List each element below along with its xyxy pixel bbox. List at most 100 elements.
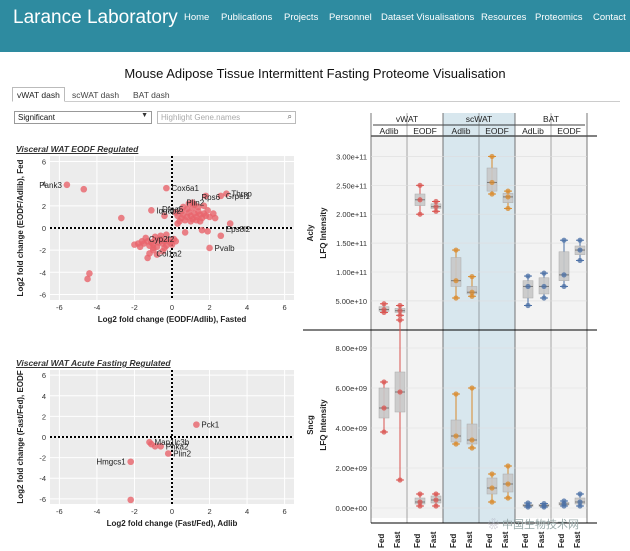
scatter2-point-label: Plin2	[173, 449, 191, 458]
scatter2-x-tick-label: 6	[283, 507, 287, 516]
scatter1-point	[168, 241, 176, 248]
box-point	[381, 429, 387, 435]
scatter1-point	[131, 241, 138, 248]
scatter1-y-tick-label: -6	[39, 290, 46, 299]
box-y-tick-label: 0.00e+00	[336, 504, 368, 513]
lfq-axis-label: LFQ Intensity	[319, 399, 328, 451]
scatter1-point	[151, 233, 159, 241]
scatter1-point-label: Cyp2f2	[149, 235, 175, 244]
significance-select[interactable]: Significant ▼	[14, 111, 152, 124]
box-y-tick-label: 3.00e+11	[336, 152, 367, 161]
scatter2-point	[151, 442, 159, 450]
scatter2-y-axis-label: Log2 fold change (Fast/Fed), EODF	[16, 370, 25, 503]
scatter2-point	[127, 458, 135, 466]
scatter1-point	[202, 192, 210, 200]
scatter1-point	[157, 232, 165, 240]
nav-contact[interactable]: Contact	[593, 12, 626, 23]
box-point	[561, 272, 567, 278]
nav-publications[interactable]: Publications	[221, 12, 273, 23]
scatter2-x-tick-label: 4	[245, 507, 249, 516]
scatter1-y-tick-label: 2	[42, 202, 46, 211]
box-point	[489, 499, 495, 505]
nav-personnel[interactable]: Personnel	[329, 12, 372, 23]
group-header: Adlib	[452, 126, 471, 136]
scatter1-point-label: Pank3	[39, 181, 62, 190]
box-point	[561, 283, 567, 290]
scatter2-x-tick-label: 0	[170, 507, 174, 516]
scatter1-point-label: Eps8l2	[226, 225, 251, 234]
box-point	[577, 237, 583, 243]
significance-select-value: Significant	[18, 113, 55, 122]
box-point	[453, 441, 459, 447]
scatter1-point	[204, 228, 211, 235]
scatter1-point	[163, 231, 170, 238]
page-title: Mouse Adipose Tissue Intermittent Fastin…	[124, 66, 506, 81]
scatter1-y-tick-label: 6	[42, 158, 46, 167]
scatter1-y-tick-label: -2	[39, 246, 46, 255]
scatter2-x-tick-label: -2	[131, 507, 138, 516]
scatter2-x-tick-label: 2	[207, 507, 211, 516]
box-point	[417, 491, 423, 497]
scatter1-y-tick-label: 0	[42, 224, 46, 233]
scatter1-point	[217, 192, 225, 200]
nav-dataset-visualisations[interactable]: Dataset Visualisations	[381, 12, 475, 23]
scatter2-point-label: Phka2	[166, 442, 189, 451]
scatter1-title: Visceral WAT EODF Regulated	[16, 144, 139, 154]
box-point	[577, 491, 583, 497]
protein-label-sncg: Sncg	[306, 415, 315, 435]
box-point	[453, 295, 459, 301]
box-point	[577, 247, 583, 253]
box-y-tick-label: 4.00e+09	[336, 424, 368, 433]
scatter2-x-axis-label: Log2 fold change (Fast/Fed), Adlib	[107, 519, 238, 528]
tab-bat-dash[interactable]: BAT dash	[133, 90, 170, 100]
scatter2-y-tick-label: -2	[39, 454, 46, 463]
scatter2-y-tick-label: 2	[42, 412, 46, 421]
scatter1-point	[118, 214, 125, 222]
group-header: EODF	[413, 126, 437, 136]
nav-projects[interactable]: Projects	[284, 12, 319, 23]
search-icon: ⌕	[287, 112, 292, 121]
box-body	[450, 257, 462, 287]
scatter2-point	[164, 450, 172, 457]
scatter2-y-tick-label: 4	[42, 392, 46, 401]
nav-proteomics[interactable]: Proteomics	[535, 12, 583, 23]
protein-label-acly: Acly	[306, 224, 315, 241]
scatter1-point	[63, 181, 71, 189]
condition-label: Fed	[377, 534, 386, 548]
scatter1-point	[80, 185, 88, 193]
site-brand[interactable]: Larance Laboratory	[13, 7, 178, 28]
scatter2-point	[157, 442, 165, 450]
box-point	[417, 211, 423, 217]
scatter2-point-label: Hmgcs1	[96, 458, 126, 467]
tab-scwat-dash[interactable]: scWAT dash	[72, 90, 120, 100]
scatter1-x-tick-label: 4	[245, 303, 249, 312]
box-y-tick-label: 2.50e+11	[336, 181, 367, 190]
scatter1-point	[153, 251, 161, 258]
scatter1-point	[226, 220, 234, 227]
highlight-gene-search[interactable]: Highlight Gene.names ⌕	[157, 111, 296, 124]
box-point	[397, 308, 403, 314]
box-body	[522, 280, 534, 299]
condition-label: Fed	[485, 534, 494, 548]
scatter1-y-axis-label: Log2 fold change (EODF/Adlib), Fed	[16, 159, 25, 296]
scatter1-x-tick-label: 0	[170, 303, 174, 312]
scatter2-point	[127, 496, 135, 504]
box-point	[397, 477, 403, 483]
condition-label: Fast	[465, 531, 474, 548]
box-point	[505, 205, 511, 212]
box-point	[469, 289, 475, 295]
scatter2-x-tick-label: -4	[94, 507, 101, 516]
nav-home[interactable]: Home	[184, 12, 210, 23]
box-point	[577, 257, 583, 264]
nav-resources[interactable]: Resources	[481, 12, 527, 23]
scatter1-point	[223, 190, 230, 197]
box-y-tick-label: 5.00e+10	[336, 297, 368, 306]
scatter1-point	[206, 244, 213, 252]
condition-label: Fed	[521, 534, 530, 548]
box-point	[505, 495, 511, 501]
tab-vwat-dash[interactable]: vWAT dash	[12, 87, 65, 102]
box-point	[469, 437, 475, 443]
condition-label: Fast	[393, 531, 402, 548]
